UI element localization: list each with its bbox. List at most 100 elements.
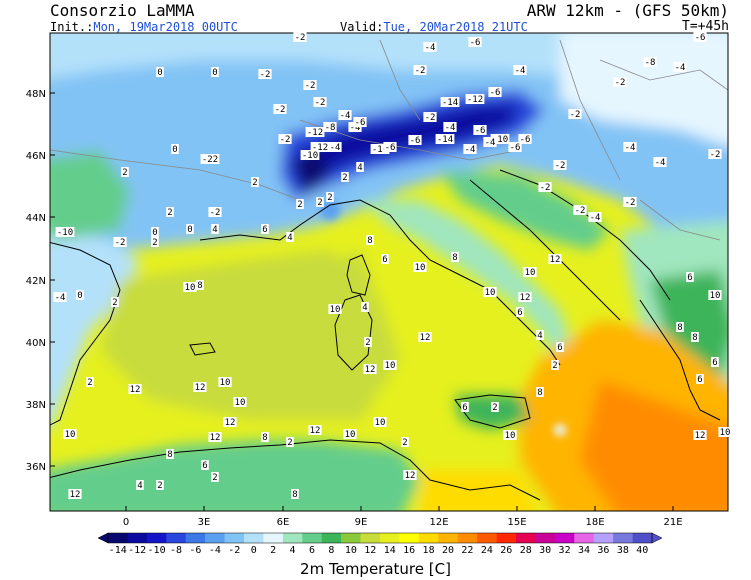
contour-label: -4 (463, 144, 477, 155)
contour-label-box (363, 364, 377, 374)
contour-label-text: -8 (645, 58, 656, 68)
contour-label-box (461, 402, 469, 412)
contour-label-text: 12 (420, 333, 431, 343)
contour-label-text: 10 (415, 263, 426, 273)
colorbar-swatch (166, 533, 187, 543)
colorbar-tick-label: 0 (251, 545, 257, 556)
contour-label: 2 (316, 197, 324, 208)
contour-label-box (673, 62, 687, 72)
contour-label-text: 8 (197, 281, 202, 291)
contour-label: 8 (291, 489, 299, 500)
contour-labels: -2-4 -6-2 -4-8 -4-2-60 0 -2-2-2-2 -14 -12-6-2 -2… (53, 32, 732, 500)
contour-label-text: 6 (687, 273, 692, 283)
contour-label-box (326, 192, 334, 202)
contour-label-text: -2 (615, 78, 626, 88)
contour-label: -14 (440, 97, 460, 108)
contour-label: 6 (711, 357, 719, 368)
contour-label-text: 6 (262, 225, 267, 235)
contour-label-box (211, 224, 219, 234)
contour-label-box (491, 402, 499, 412)
contour-label-box (373, 417, 387, 427)
contour-label: -10 (300, 150, 320, 161)
lat-label: 36N (26, 462, 46, 473)
contour-label-box (201, 460, 209, 470)
contour-label-box (286, 232, 294, 242)
contour-label-box (383, 360, 397, 370)
contour-label-box (128, 384, 142, 394)
contour-label-text: -6 (510, 143, 521, 153)
contour-label-text: 2 (317, 198, 322, 208)
contour-label: 4 (136, 480, 144, 491)
contour-label: -4 (588, 212, 602, 223)
contour-label-text: -12 (467, 95, 483, 105)
contour-label: -4 (623, 142, 637, 153)
colorbar-tick-label: 6 (309, 545, 315, 556)
contour-label-box (451, 252, 459, 262)
contour-label-box (251, 177, 259, 187)
contour-label-box (536, 387, 544, 397)
contour-label-text: 2 (552, 361, 557, 371)
contour-label-box (261, 432, 269, 442)
colorbar-swatch (302, 533, 323, 543)
contour-label: 6 (696, 374, 704, 385)
contour-label-text: -14 (437, 135, 453, 145)
contour-label-box (151, 237, 159, 247)
contour-label: 8 (676, 322, 684, 333)
contour-label-text: 8 (677, 323, 682, 333)
contour-label-box (440, 97, 460, 107)
colorbar-tick-label: -14 (109, 545, 127, 556)
init-value: Mon, 19Mar2018 00UTC (93, 20, 238, 34)
contour-label: -10 (370, 144, 390, 155)
contour-label: -2 (273, 104, 287, 115)
contour-label: -4 (443, 122, 457, 133)
colorbar-title: 2m Temperature [C] (300, 560, 451, 578)
contour-label: 0 (186, 224, 194, 235)
contour-label: 6 (381, 254, 389, 265)
contour-label-box (218, 377, 232, 387)
contour-label-text: -10 (302, 151, 318, 161)
contour-label-text: -2 (540, 183, 551, 193)
contour-label-box (356, 162, 364, 172)
contour-label-text: -2 (305, 81, 316, 91)
colorbar-tick-label: 40 (636, 545, 648, 556)
contour-label: -2 (568, 109, 582, 120)
lon-label: 9E (355, 517, 368, 528)
contour-label-text: 6 (712, 358, 717, 368)
coastlines (50, 169, 721, 501)
contour-label-box (490, 134, 510, 144)
contour-label-text: 2 (112, 298, 117, 308)
colorbar-swatch (108, 533, 128, 543)
contour-label-box (370, 144, 390, 154)
colorbar-tick-label: 26 (500, 545, 512, 556)
colorbar-tick-label: 20 (442, 545, 454, 556)
contour-label-text: -4 (425, 43, 436, 53)
contour-label-text: 12 (550, 255, 561, 265)
contour-label: -2 (208, 207, 222, 218)
contour-label-text: 2 (327, 193, 332, 203)
contour-label: 12 (308, 425, 322, 436)
contour-label-box (693, 32, 707, 42)
contour-label-box (353, 117, 367, 127)
contour-label: -6 (473, 125, 487, 136)
contour-label-box (55, 227, 75, 237)
contour-label-text: 10 (345, 430, 356, 440)
contour-label: 12 (418, 332, 432, 343)
contour-label-text: 12 (130, 385, 141, 395)
colorbar-tick-label: 30 (539, 545, 551, 556)
colorbar-tick-label: 36 (597, 545, 609, 556)
colorbar-swatch (477, 533, 497, 543)
contour-label-box (208, 432, 222, 442)
contour-label-box (718, 427, 732, 437)
contour-label: 2 (121, 167, 129, 178)
contour-label-text: -6 (410, 136, 421, 146)
contour-label-text: -4 (590, 213, 601, 223)
contour-label: 12 (128, 384, 142, 395)
contour-label: 2 (86, 377, 94, 388)
contour-label-box (708, 290, 722, 300)
lat-label: 38N (26, 400, 46, 411)
contour-label: -4 (338, 110, 352, 121)
colorbar-tick-label: 24 (481, 545, 493, 556)
contour-label-text: 2 (167, 208, 172, 218)
contour-label: 10 (523, 267, 537, 278)
lat-label: 40N (26, 338, 46, 349)
